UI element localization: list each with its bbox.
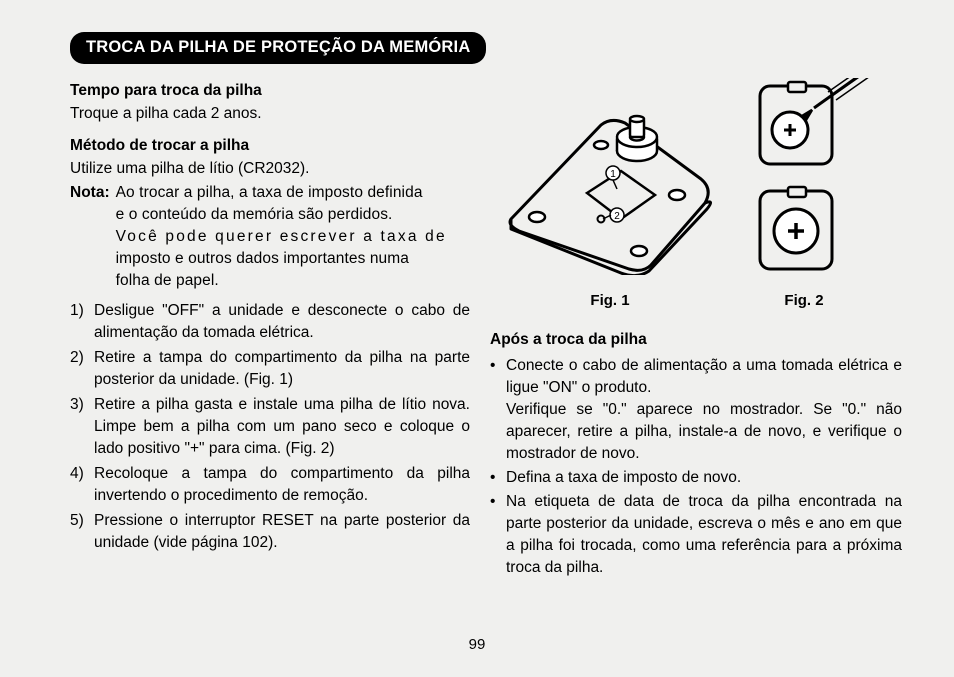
left-column: Tempo para troca da pilha Troque a pilha… xyxy=(70,78,470,581)
note-line: imposto e outros dados importantes numa xyxy=(116,248,447,270)
after-title: Após a troca da pilha xyxy=(490,329,902,351)
section-header: TROCA DA PILHA DE PROTEÇÃO DA MEMÓRIA xyxy=(70,32,486,64)
bullet-text: Na etiqueta de data de troca da pilha en… xyxy=(506,491,902,579)
bullet-dot: • xyxy=(490,491,506,579)
step-item: 4)Recoloque a tampa do compartimento da … xyxy=(70,463,470,507)
battery-cover-top-illustration xyxy=(732,78,880,170)
sub1-title: Tempo para troca da pilha xyxy=(70,80,470,102)
fig2-caption: Fig. 2 xyxy=(730,290,878,311)
bullet-item: • Defina a taxa de imposto de novo. xyxy=(490,467,902,489)
fig1-caption: Fig. 1 xyxy=(490,290,730,311)
bullet-text: Defina a taxa de imposto de novo. xyxy=(506,467,902,489)
step-text: Retire a tampa do compartimento da pilha… xyxy=(94,347,470,391)
note-label: Nota: xyxy=(70,182,110,292)
note-line: e o conteúdo da memória são perdidos. xyxy=(116,204,447,226)
sub2-title: Método de trocar a pilha xyxy=(70,135,470,157)
step-item: 2)Retire a tampa do compartimento da pil… xyxy=(70,347,470,391)
page-number: 99 xyxy=(0,636,954,653)
note-line: Ao trocar a pilha, a taxa de imposto def… xyxy=(116,182,447,204)
after-bullets: • Conecte o cabo de alimentação a uma to… xyxy=(490,355,902,579)
step-number: 2) xyxy=(70,347,94,391)
figure-captions: Fig. 1 Fig. 2 xyxy=(490,290,902,311)
note-line: Você pode querer escrever a taxa de xyxy=(116,226,447,248)
step-text: Desligue "OFF" a unidade e desconecte o … xyxy=(94,300,470,344)
figures-row: 1 2 xyxy=(490,78,902,282)
device-bottom-illustration: 1 2 xyxy=(491,89,719,275)
bullet-dot: • xyxy=(490,467,506,489)
bullet-dot: • xyxy=(490,355,506,465)
figure-2 xyxy=(732,78,880,282)
step-number: 4) xyxy=(70,463,94,507)
step-text: Pressione o interruptor RESET na parte p… xyxy=(94,510,470,554)
step-text: Recoloque a tampa do compartimento da pi… xyxy=(94,463,470,507)
bullet-text: Conecte o cabo de alimentação a uma toma… xyxy=(506,355,902,465)
steps-list: 1)Desligue "OFF" a unidade e desconecte … xyxy=(70,300,470,554)
step-item: 1)Desligue "OFF" a unidade e desconecte … xyxy=(70,300,470,344)
note-line: folha de papel. xyxy=(116,270,447,292)
svg-text:1: 1 xyxy=(610,169,616,180)
svg-text:2: 2 xyxy=(614,211,620,222)
battery-cover-bottom-illustration xyxy=(732,183,880,275)
bullet-item: • Na etiqueta de data de troca da pilha … xyxy=(490,491,902,579)
sub2-text: Utilize uma pilha de lítio (CR2032). xyxy=(70,158,470,180)
step-number: 5) xyxy=(70,510,94,554)
step-number: 1) xyxy=(70,300,94,344)
figure-1: 1 2 xyxy=(490,89,720,282)
step-number: 3) xyxy=(70,394,94,460)
bullet-item: • Conecte o cabo de alimentação a uma to… xyxy=(490,355,902,465)
step-item: 5)Pressione o interruptor RESET na parte… xyxy=(70,510,470,554)
step-item: 3)Retire a pilha gasta e instale uma pil… xyxy=(70,394,470,460)
sub1-text: Troque a pilha cada 2 anos. xyxy=(70,103,470,125)
note-block: Nota: Ao trocar a pilha, a taxa de impos… xyxy=(70,182,470,292)
right-column: 1 2 xyxy=(490,78,902,581)
step-text: Retire a pilha gasta e instale uma pilha… xyxy=(94,394,470,460)
